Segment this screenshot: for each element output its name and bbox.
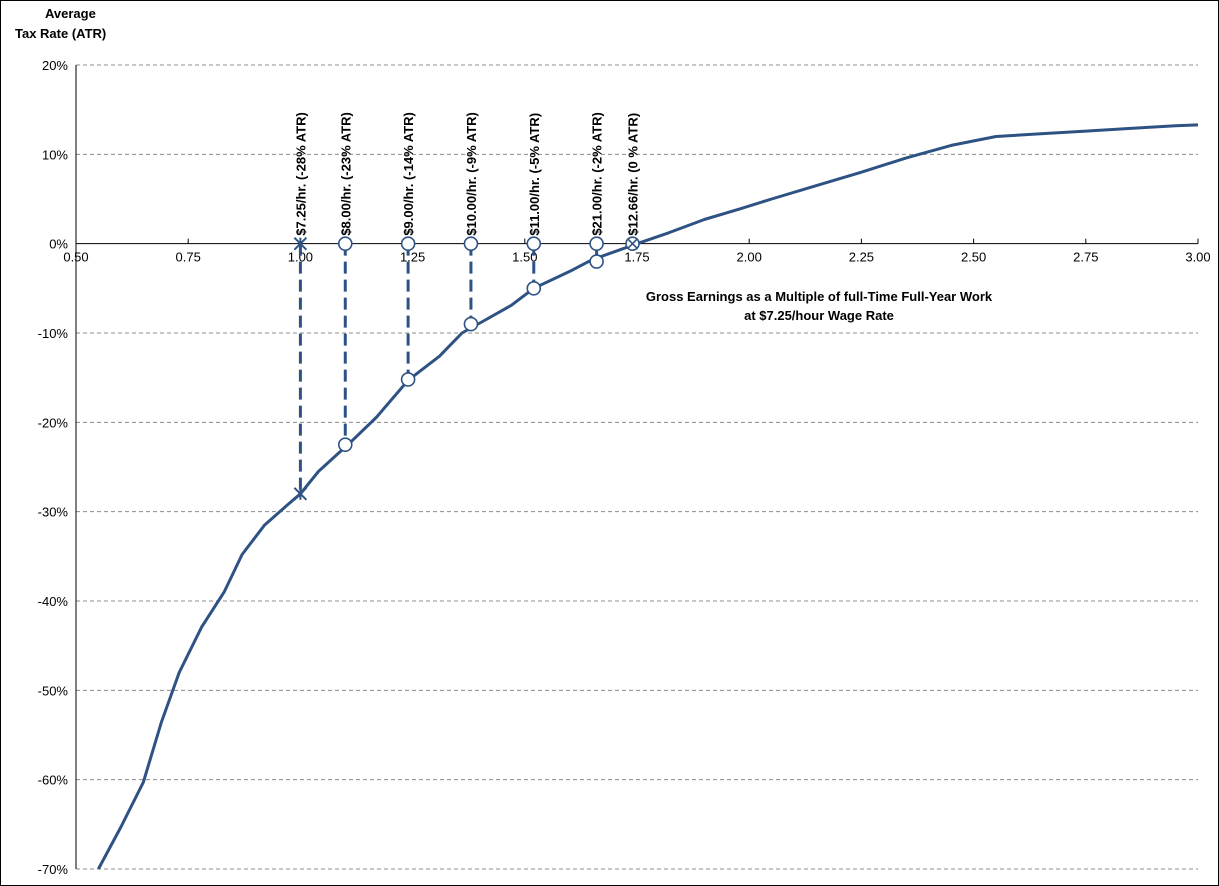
y-axis-title-line-2: Tax Rate (ATR) <box>15 26 106 41</box>
x-tick-label: 0.50 <box>63 250 88 265</box>
circle-marker <box>463 236 479 251</box>
y-tick-label: -10% <box>38 326 69 341</box>
markers <box>293 236 640 501</box>
x-tick-label: 2.00 <box>737 250 762 265</box>
circle-marker <box>400 236 416 251</box>
annotation-label: $11.00/hr. (-5% ATR) <box>527 113 542 236</box>
circle-marker <box>400 372 416 387</box>
annotation-label: $12.66/hr. (0 % ATR) <box>626 113 641 236</box>
x-axis-title-line-1: Gross Earnings as a Multiple of full-Tim… <box>646 289 993 304</box>
series-line <box>97 123 1199 870</box>
y-tick-label: 20% <box>42 58 68 73</box>
y-tick-label: -30% <box>38 505 69 520</box>
y-tick-label: -50% <box>38 683 69 698</box>
circle-marker <box>337 236 353 251</box>
x-axis-title-line-2: at $7.25/hour Wage Rate <box>744 308 894 323</box>
x-axis: 0.50 0.75 1.00 1.25 1.50 1.75 2.00 2.25 2.50 2.75… <box>63 65 1211 869</box>
y-tick-labels: 20% 10% 0% -10% -20% -30% -40% -50% -60% -70% <box>38 58 69 877</box>
y-tick-label: -20% <box>38 415 69 430</box>
annotation-label: $7.25/hr. (-28% ATR) <box>293 112 308 236</box>
annotation-label: $9.00/hr. (-14% ATR) <box>401 112 416 236</box>
x-tick-label: 2.75 <box>1073 250 1098 265</box>
circle-marker <box>589 236 604 251</box>
circle-marker <box>526 281 542 296</box>
annotations: $7.25/hr. (-28% ATR) $8.00/hr. (-23% ATR)… <box>293 112 641 494</box>
x-tick-label: 1.75 <box>624 250 649 265</box>
y-tick-label: -40% <box>38 594 69 609</box>
x-tick-label: 2.25 <box>849 250 874 265</box>
series <box>97 123 1199 870</box>
grid-lines <box>76 64 1198 870</box>
x-marker <box>627 238 638 249</box>
y-axis-title-line-1: Average <box>45 6 96 21</box>
y-tick-label: -70% <box>38 862 69 877</box>
x-tick-label: 1.50 <box>512 250 537 265</box>
y-tick-label: 0% <box>49 237 68 252</box>
x-tick-label: 1.00 <box>288 250 313 265</box>
y-tick-label: -60% <box>38 773 69 788</box>
annotation-label: $21.00/hr. (-2% ATR) <box>590 112 605 236</box>
circle-marker <box>526 236 542 251</box>
x-tick-label: 0.75 <box>176 250 201 265</box>
circle-marker <box>463 316 479 332</box>
circle-marker <box>337 437 353 452</box>
annotation-label: $8.00/hr. (-23% ATR) <box>338 112 353 236</box>
x-tick-label: 3.00 <box>1185 250 1210 265</box>
annotation-label: $10.00/hr. (-9% ATR) <box>464 112 479 236</box>
x-tick-label: 2.50 <box>961 250 986 265</box>
circle-marker <box>589 254 604 269</box>
x-tick-label: 1.25 <box>400 250 425 265</box>
y-tick-label: 10% <box>42 147 68 162</box>
